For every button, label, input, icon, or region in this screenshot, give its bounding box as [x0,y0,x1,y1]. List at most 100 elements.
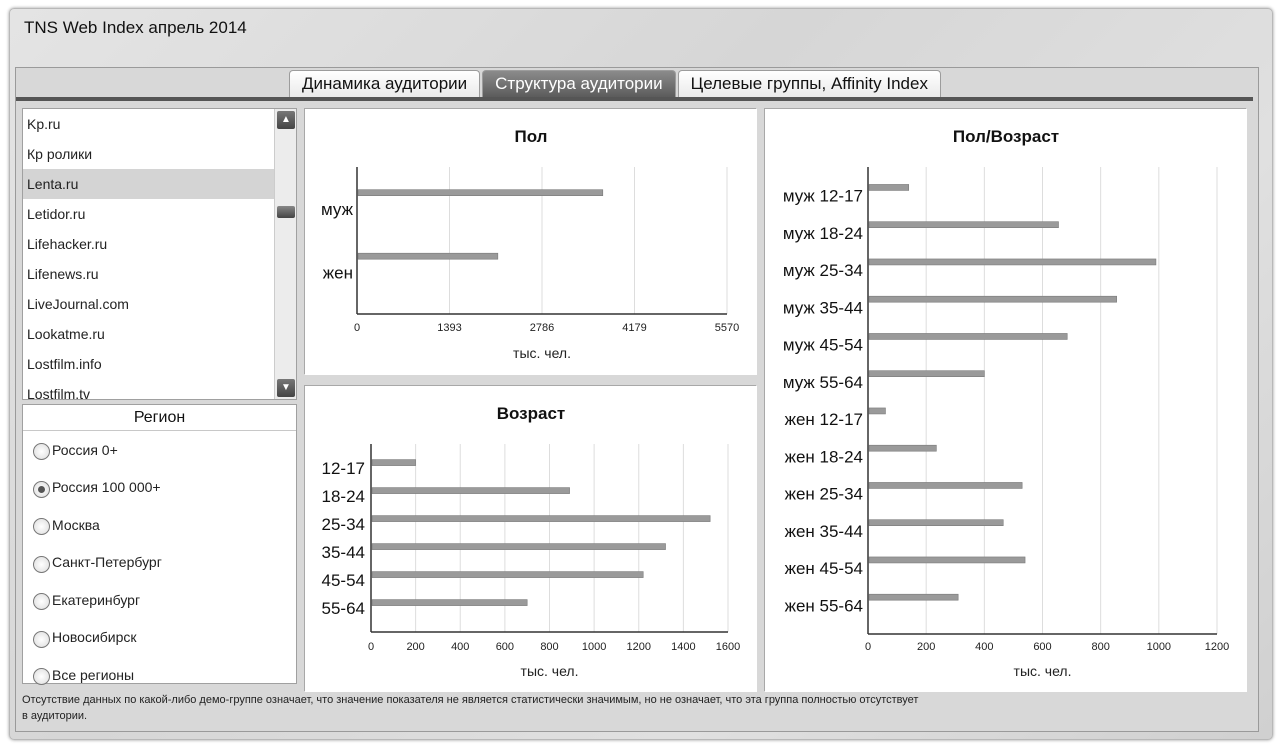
tick-label: 800 [1091,641,1109,653]
tick-label: 1200 [1205,641,1229,653]
bar [371,487,570,494]
tick-label: 200 [917,641,935,653]
region-option-spb[interactable]: Санкт-Петербург [23,544,296,582]
chart-svg: 0 200 400 600 800 1000 1200 1400 1600 Возраст тыс.… [305,386,757,692]
category-label: жен 12-17 [785,410,863,429]
bar [868,370,985,378]
tick-label: 600 [1033,641,1051,653]
category-label: муж 25-34 [783,261,863,280]
region-title: Регион [23,405,296,431]
triangle-up-icon[interactable]: ▲ [277,111,295,129]
tab-dynamics[interactable]: Динамика аудитории [289,70,481,98]
tick-label: 800 [540,641,558,653]
site-item-lifenews[interactable]: Lifenews.ru [27,266,99,282]
x-axis-label: тыс. чел. [521,663,579,679]
tick-label: 600 [496,641,514,653]
region-option-russia-0[interactable]: Россия 0+ [23,431,296,469]
site-item-kp[interactable]: Kp.ru [27,116,61,132]
site-item-lifehacker[interactable]: Lifehacker.ru [27,236,108,252]
footnote: Отсутствие данных по какой-либо демо-гру… [22,694,919,722]
bar [371,459,416,466]
site-item-letidor[interactable]: Letidor.ru [27,206,86,222]
bar [868,221,1059,228]
category-label: жен [323,263,353,282]
chart-svg: 0 200 400 600 800 1000 1200 Пол/Возраст тыс. чел… [765,109,1247,692]
site-item-livejournal[interactable]: LiveJournal.com [27,296,129,312]
category-label: муж 35-44 [783,298,863,317]
site-item-lenta[interactable]: Lenta.ru [23,169,274,199]
category-label: 18-24 [322,487,365,506]
region-option-ekb[interactable]: Екатеринбург [23,581,296,619]
bar [868,482,1023,489]
region-option-label: Россия 0+ [52,441,118,458]
category-label: 35-44 [322,543,365,562]
region-option-label: Все регионы [52,666,135,683]
site-list[interactable]: Kp.ru Кр ролики Lenta.ru Letidor.ru Life… [22,108,297,400]
region-option-label: Россия 100 000+ [52,479,161,496]
tick-label: 0 [865,641,871,653]
chart-gender: 0 1393 2786 4179 5570 Пол тыс. чел. муж жен [304,108,757,375]
category-label: жен 18-24 [785,447,863,466]
tick-label: 200 [406,641,424,653]
category-label: 12-17 [322,459,365,478]
chart-title: Пол [515,127,548,146]
tab-structure[interactable]: Структура аудитории [482,70,676,98]
chart-title: Пол/Возраст [953,127,1059,146]
radio-icon[interactable] [33,443,50,461]
x-axis-label: тыс. чел. [513,345,571,361]
tick-label: 400 [451,641,469,653]
tab-bar: Динамика аудитории Структура аудитории Ц… [289,70,943,98]
category-label: муж 12-17 [783,187,863,206]
radio-icon[interactable] [33,668,50,686]
category-label: жен 45-54 [785,559,863,578]
radio-icon[interactable] [33,555,50,573]
bar [357,189,604,196]
site-item-lostfilm-info[interactable]: Lostfilm.info [27,356,102,372]
radio-selected-icon[interactable] [33,480,50,498]
tab-target-groups[interactable]: Целевые группы, Affinity Index [677,70,941,98]
site-item-lookatme[interactable]: Lookatme.ru [27,326,105,342]
region-option-label: Екатеринбург [52,591,141,608]
region-option-label: Новосибирск [52,629,137,646]
bar [868,258,1157,266]
tick-label: 0 [368,641,374,653]
scrollbar-thumb[interactable] [277,206,295,218]
bar [371,543,666,550]
category-label: 25-34 [322,515,365,534]
x-axis-label: тыс. чел. [1014,663,1072,679]
tick-label: 0 [354,322,360,334]
region-panel: Регион Россия 0+ Россия 100 000+ Москва … [22,404,297,686]
bar [868,444,937,452]
region-option-label: Москва [52,516,100,533]
chart-svg: 0 1393 2786 4179 5570 Пол тыс. чел. муж жен [305,109,757,375]
region-option-moscow[interactable]: Москва [23,506,296,544]
tick-label: 1000 [582,641,606,653]
site-item-kp-video[interactable]: Кр ролики [27,146,93,162]
tick-label: 4179 [622,322,646,334]
region-option-nsk[interactable]: Новосибирск [23,619,296,657]
site-item-lostfilm-tv[interactable]: Lostfilm.tv [27,386,91,400]
radio-icon[interactable] [33,518,50,536]
site-list-scrollbar[interactable]: ▲ ▼ [274,109,296,399]
region-option-russia-100k[interactable]: Россия 100 000+ [23,469,296,507]
tick-label: 1200 [627,641,651,653]
bar [868,519,1004,527]
category-label: 55-64 [322,599,365,618]
category-label: муж 55-64 [783,373,863,392]
chart-background [765,109,1247,692]
chart-background [305,109,757,375]
radio-icon[interactable] [33,593,50,611]
chart-gender-age: 0 200 400 600 800 1000 1200 Пол/Возраст тыс. чел… [764,108,1247,692]
bar [868,184,910,191]
bar [868,556,1026,564]
radio-icon[interactable] [33,630,50,648]
category-label: жен 35-44 [785,522,863,541]
triangle-down-icon[interactable]: ▼ [277,379,295,397]
region-option-all[interactable]: Все регионы [23,656,296,694]
tick-label: 1400 [671,641,695,653]
chart-title: Возраст [497,404,566,423]
chart-background [305,386,757,692]
bar [868,407,886,415]
tick-label: 1600 [716,641,740,653]
category-label: жен 25-34 [785,485,863,504]
